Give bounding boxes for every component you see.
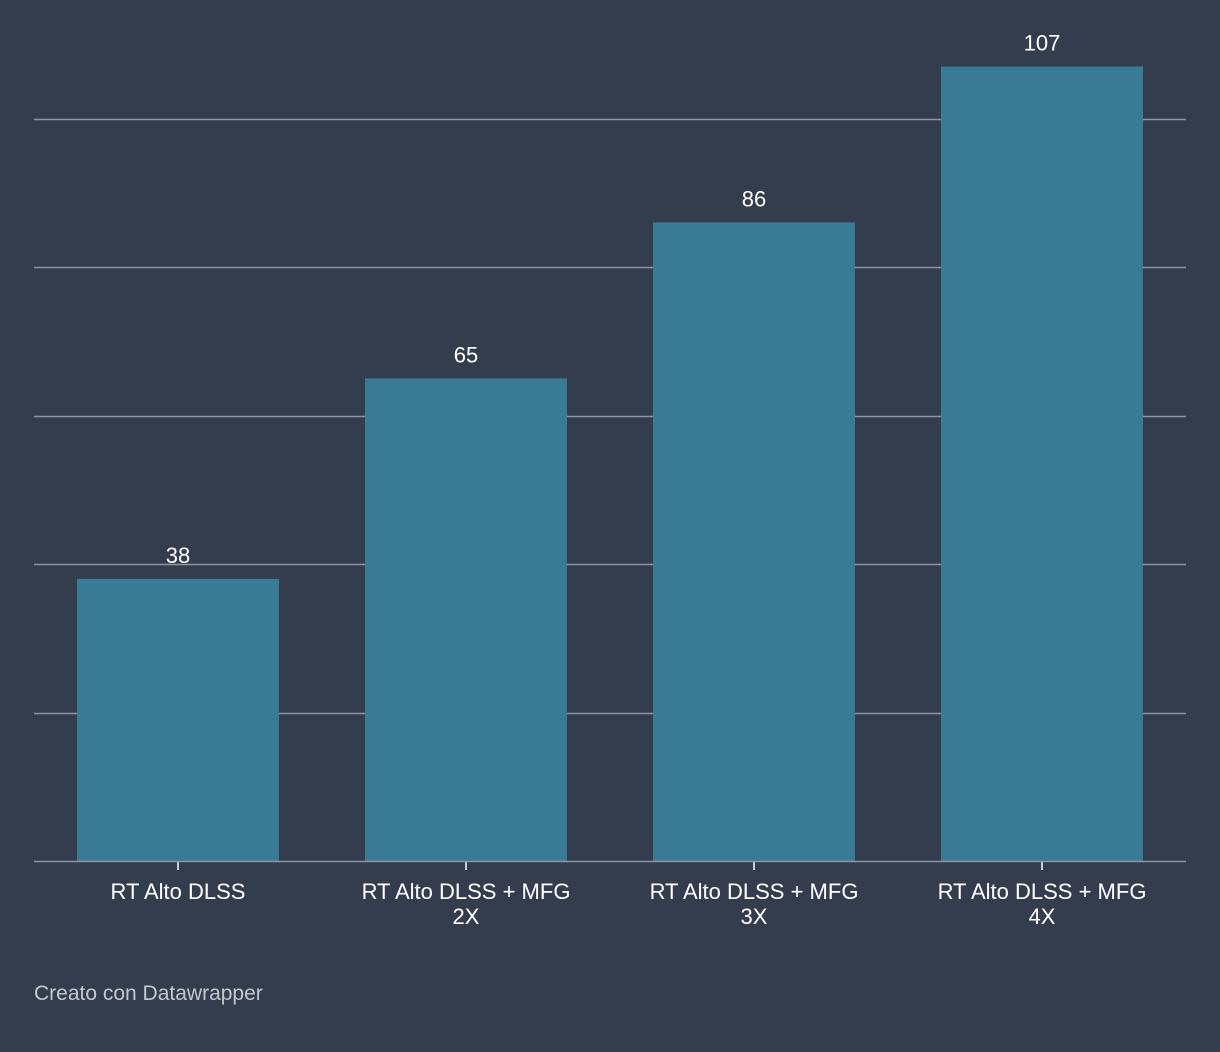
bar-chart: RT Alto DLSS RT Alto DLSS + MFG 2X RT Alto … [34, 31, 1186, 929]
x-tick-label: RT Alto DLSS + MFG 4X [938, 879, 1147, 929]
x-tick-label: RT Alto DLSS + MFG 2X [362, 879, 571, 929]
bar [365, 378, 567, 861]
bar [941, 66, 1143, 861]
data-label: 38 [166, 543, 190, 568]
data-labels: 38 65 86 107 [166, 31, 1061, 568]
bar [653, 222, 855, 861]
x-axis: RT Alto DLSS RT Alto DLSS + MFG 2X RT Alto … [34, 860, 1186, 929]
data-label: 86 [742, 186, 766, 211]
credit-text: Creato con Datawrapper [34, 982, 263, 1005]
data-label: 65 [454, 342, 478, 367]
x-tick-label: RT Alto DLSS [111, 879, 246, 904]
bar [77, 578, 279, 861]
data-label: 107 [1024, 31, 1061, 56]
bars [77, 66, 1143, 861]
x-tick-label: RT Alto DLSS + MFG 3X [650, 879, 859, 929]
